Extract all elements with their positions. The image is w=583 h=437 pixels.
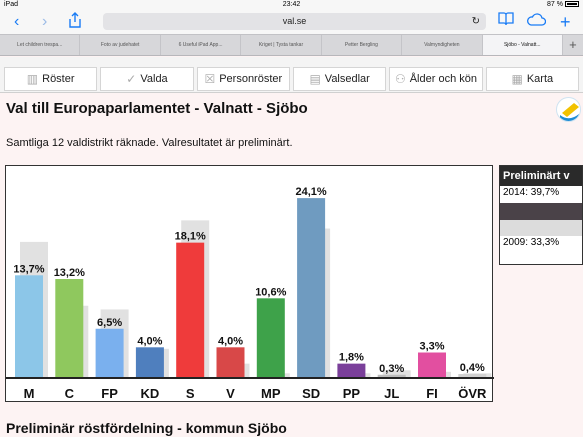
- battery-indicator: 87 %: [547, 1, 579, 8]
- browser-toolbar: ‹ › val.se ↻ +: [0, 10, 583, 34]
- nav-valda-button[interactable]: ✓ Valda: [100, 67, 194, 91]
- category-label: FI: [426, 386, 438, 401]
- forward-icon[interactable]: ›: [42, 13, 48, 30]
- bar-current-kd: [135, 347, 164, 377]
- browser-tab-active[interactable]: Sjöbo - Valnatt...: [482, 35, 563, 55]
- bar-value-label: 6,5%: [97, 317, 122, 329]
- bar-current-c: [55, 279, 84, 377]
- category-label: S: [186, 386, 195, 401]
- new-tab-icon[interactable]: +: [560, 12, 571, 32]
- nav-valsedlar-button[interactable]: ▤ Valsedlar: [292, 67, 387, 91]
- bar-value-label: 24,1%: [295, 186, 326, 198]
- status-bar: iPad 23:42 87 %: [0, 0, 583, 10]
- bar-value-label: 1,8%: [339, 352, 364, 364]
- bar-chart-icon: ▥: [26, 72, 39, 86]
- turnout-2009: 2009: 33,3%: [503, 237, 560, 248]
- back-icon[interactable]: ‹: [14, 13, 20, 30]
- nav-label: Karta: [526, 73, 554, 85]
- page-title: Val till Europaparlamentet - Valnatt - S…: [6, 100, 308, 117]
- bar-value-label: 0,4%: [460, 362, 485, 374]
- nav-label: Valda: [140, 73, 168, 85]
- val-logo[interactable]: [556, 97, 581, 122]
- address-bar[interactable]: val.se ↻: [103, 13, 486, 30]
- reload-icon[interactable]: ↻: [471, 16, 480, 27]
- clock: 23:42: [282, 1, 301, 8]
- category-label: SD: [302, 386, 320, 401]
- bar-value-label: 18,1%: [175, 231, 206, 243]
- check-icon: ✓: [126, 72, 137, 86]
- bar-value-label: 4,0%: [137, 335, 162, 347]
- bar-current-fi: [418, 352, 446, 377]
- battery-percent: 87 %: [547, 1, 563, 8]
- bar-current-s: [176, 242, 205, 377]
- bar-current-övr: [458, 374, 487, 377]
- turnout-2009-bar: [500, 220, 582, 236]
- nav-label: Personröster: [219, 73, 283, 85]
- bar-previous-jl: [382, 370, 411, 377]
- nav-karta-button[interactable]: ▦ Karta: [485, 67, 579, 91]
- category-label: JL: [384, 386, 399, 401]
- bar-current-sd: [297, 198, 326, 377]
- results-chart: 13,7% M 13,2% C 6,5% FP 4,0% KD 18,1% S 4,0% V 10,6%…: [5, 165, 494, 402]
- browser-tab[interactable]: Foto av judehatet: [80, 35, 161, 55]
- share-icon[interactable]: [68, 12, 82, 34]
- nav-label: Valsedlar: [324, 73, 370, 85]
- turnout-box: Preliminärt v 2014: 39,7% 2009: 33,3%: [499, 165, 583, 265]
- bar-value-label: 13,7%: [13, 263, 44, 275]
- browser-tab[interactable]: Petter Bergling: [322, 35, 403, 55]
- category-label: V: [226, 386, 235, 401]
- bar-value-label: 3,3%: [419, 341, 444, 353]
- battery-icon: [565, 1, 579, 8]
- bookmarks-icon[interactable]: [498, 12, 514, 32]
- device-label: iPad: [4, 1, 19, 8]
- bar-current-fp: [95, 328, 124, 377]
- nav-label: Ålder och kön: [409, 73, 477, 85]
- browser-tab[interactable]: Kriget | Tysta tankar: [241, 35, 322, 55]
- site-nav: ▥ Röster ✓ Valda ☒ Personröster ▤ Valsedlar …: [0, 57, 583, 93]
- results-chart-svg: 13,7% M 13,2% C 6,5% FP 4,0% KD 18,1% S 4,0% V 10,6%…: [6, 186, 494, 401]
- category-label: MP: [261, 386, 281, 401]
- page-subtitle: Samtliga 12 valdistrikt räknade. Valresu…: [6, 137, 293, 149]
- category-label: M: [24, 386, 35, 401]
- ballot-icon: ▤: [309, 72, 321, 86]
- bar-current-pp: [337, 363, 366, 377]
- nav-roster-button[interactable]: ▥ Röster: [4, 67, 98, 91]
- browser-tab[interactable]: 6 Useful iPad App...: [161, 35, 242, 55]
- nav-personroster-button[interactable]: ☒ Personröster: [196, 67, 290, 91]
- bar-current-v: [216, 347, 245, 377]
- nav-alder-button[interactable]: ⚇ Ålder och kön: [389, 67, 483, 91]
- url-text: val.se: [282, 16, 307, 26]
- bar-value-label: 0,3%: [379, 363, 404, 375]
- category-label: C: [65, 386, 75, 401]
- browser-tab[interactable]: Valmyndigheten: [402, 35, 483, 55]
- icloud-tabs-icon[interactable]: [526, 12, 547, 32]
- bar-value-label: 4,0%: [218, 335, 243, 347]
- map-icon: ▦: [511, 72, 523, 86]
- section-title: Preliminär röstfördelning - kommun Sjöbo: [6, 420, 287, 436]
- tab-overview-icon[interactable]: +: [569, 37, 577, 52]
- bar-current-m: [15, 275, 43, 377]
- people-icon: ⚇: [394, 72, 406, 86]
- bar-value-label: 10,6%: [255, 286, 286, 298]
- category-label: FP: [101, 386, 118, 401]
- category-label: ÖVR: [458, 386, 487, 401]
- tab-bar: Let children trespa... Foto av judehatet…: [0, 34, 583, 56]
- turnout-2014-bar: [500, 203, 582, 220]
- person-box-icon: ☒: [204, 72, 216, 86]
- turnout-2014: 2014: 39,7%: [503, 187, 560, 198]
- category-label: KD: [141, 386, 160, 401]
- turnout-heading: Preliminärt v: [500, 166, 582, 186]
- browser-tab[interactable]: Let children trespa...: [0, 35, 81, 55]
- bar-current-jl: [377, 374, 406, 377]
- nav-label: Röster: [42, 73, 75, 85]
- bar-value-label: 13,2%: [54, 267, 85, 279]
- category-label: PP: [343, 386, 361, 401]
- bar-current-mp: [256, 298, 285, 377]
